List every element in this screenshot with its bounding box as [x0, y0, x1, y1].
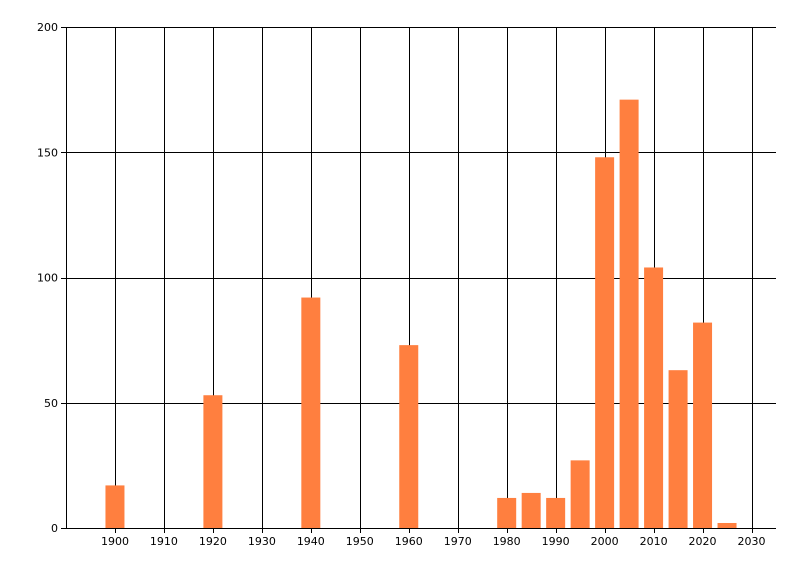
y-tick-label-0: 0: [51, 522, 58, 535]
bar-2005: [619, 99, 639, 529]
x-tick-label-1920: 1920: [199, 535, 227, 548]
grid-lines: [66, 27, 776, 529]
x-tick-label-2020: 2020: [689, 535, 717, 548]
bar-1995: [570, 460, 590, 528]
x-tick-label-2000: 2000: [591, 535, 619, 548]
x-tick-label-1980: 1980: [493, 535, 521, 548]
bar-2020: [693, 322, 713, 528]
x-tick-label-2030: 2030: [738, 535, 766, 548]
y-axis-tick-labels: 0 50 100 150 200: [37, 21, 58, 535]
x-tick-label-1990: 1990: [542, 535, 570, 548]
x-tick-label-2010: 2010: [640, 535, 668, 548]
bar-2025: [717, 522, 737, 528]
bar-1985: [521, 492, 541, 528]
x-tick-label-1930: 1930: [248, 535, 276, 548]
x-tick-label-1910: 1910: [150, 535, 178, 548]
bar-2015: [668, 370, 688, 528]
x-tick-label-1960: 1960: [395, 535, 423, 548]
x-tick-label-1970: 1970: [444, 535, 472, 548]
bar-1900: [105, 485, 125, 528]
axes: [61, 27, 776, 533]
y-tick-label-150: 150: [37, 146, 58, 159]
y-tick-label-200: 200: [37, 21, 58, 34]
y-tick-label-50: 50: [44, 397, 58, 410]
bar-1980: [497, 497, 517, 528]
x-tick-label-1940: 1940: [297, 535, 325, 548]
bar-1920: [203, 395, 223, 528]
bar-1940: [301, 297, 321, 528]
bar-1990: [546, 497, 566, 528]
x-tick-label-1950: 1950: [346, 535, 374, 548]
bar-series: [105, 99, 737, 529]
bar-1960: [399, 345, 419, 528]
y-tick-label-100: 100: [37, 272, 58, 285]
bar-2000: [595, 157, 615, 528]
bar-2010: [644, 267, 664, 528]
x-tick-label-1900: 1900: [101, 535, 129, 548]
x-axis-tick-labels: 1900 1910 1920 1930 1940 1950 1960 1970 1980 1990…: [101, 535, 766, 548]
